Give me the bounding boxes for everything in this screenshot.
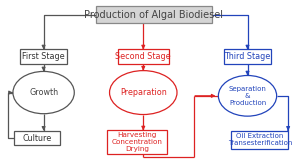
FancyBboxPatch shape xyxy=(231,131,288,149)
Text: Third Stage: Third Stage xyxy=(225,52,271,61)
FancyBboxPatch shape xyxy=(107,130,167,154)
FancyBboxPatch shape xyxy=(118,50,168,64)
Text: Harvesting
Concentration
Drying: Harvesting Concentration Drying xyxy=(112,132,163,152)
FancyBboxPatch shape xyxy=(96,6,212,23)
Ellipse shape xyxy=(110,71,177,114)
FancyBboxPatch shape xyxy=(224,50,271,64)
Text: Preparation: Preparation xyxy=(120,88,167,97)
Text: Separation
&
Production: Separation & Production xyxy=(229,86,266,106)
Text: Second Stage: Second Stage xyxy=(116,52,171,61)
Text: First Stage: First Stage xyxy=(22,52,65,61)
Text: Production of Algal Biodiesel: Production of Algal Biodiesel xyxy=(84,10,224,20)
Text: Oil Extraction
Transesterification: Oil Extraction Transesterification xyxy=(228,133,292,146)
Ellipse shape xyxy=(13,72,74,114)
FancyBboxPatch shape xyxy=(20,50,67,64)
Ellipse shape xyxy=(218,75,277,116)
Text: Growth: Growth xyxy=(29,88,58,97)
FancyBboxPatch shape xyxy=(14,131,60,145)
Text: Culture: Culture xyxy=(23,134,52,143)
